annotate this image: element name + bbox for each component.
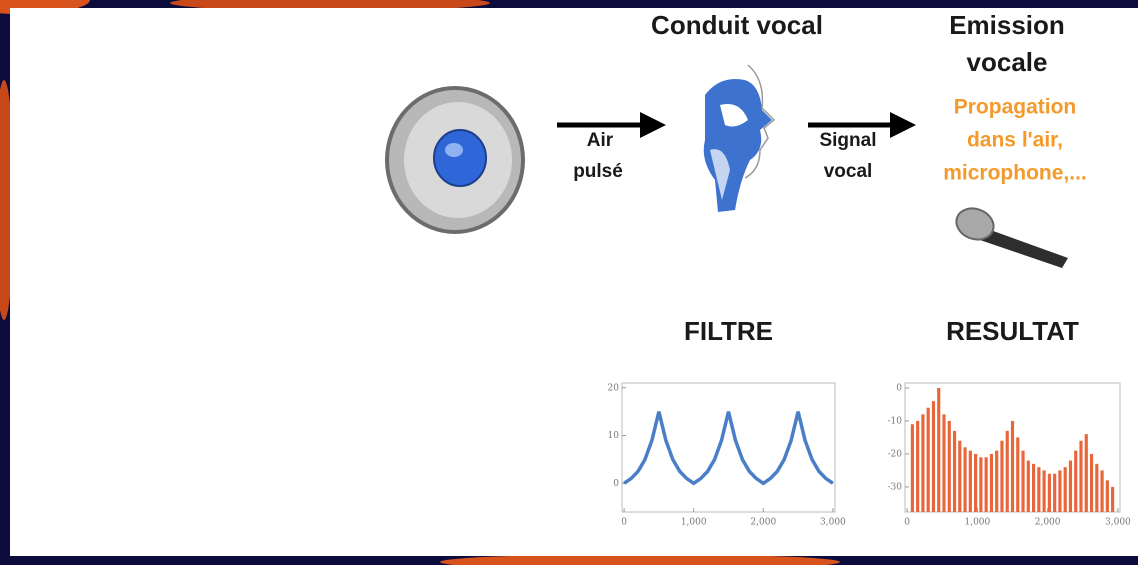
bar (1095, 463, 1099, 512)
speaker-icon (385, 86, 525, 234)
bar (952, 430, 957, 512)
bar (1074, 450, 1078, 512)
arrow-label: Air (587, 130, 614, 151)
bar (1005, 430, 1009, 512)
microphone-icon (955, 207, 1068, 268)
plot-frame (621, 382, 836, 513)
x-tick-label: 0 (904, 518, 910, 528)
bar (979, 457, 983, 512)
bar (910, 424, 914, 512)
bar (921, 414, 925, 512)
y-tick-label: 0 (613, 479, 619, 489)
note: dans l'air, (967, 129, 1063, 152)
bar (984, 457, 988, 512)
y-tick-label: -10 (888, 416, 903, 426)
vocal-tract-icon (703, 64, 776, 212)
bar (1053, 473, 1057, 512)
bar (1079, 440, 1083, 512)
x-tick-label: 0 (621, 518, 627, 528)
bar (989, 453, 994, 512)
x-tick-label: 1,000 (681, 518, 707, 528)
bar (942, 414, 946, 512)
x-tick-label: 3,000 (820, 518, 846, 528)
section-title: Conduit vocal (651, 10, 823, 40)
bar (1031, 463, 1036, 512)
bar (1016, 437, 1020, 512)
bar (1010, 420, 1015, 512)
bar (974, 453, 978, 512)
bar (916, 420, 920, 512)
bar (963, 447, 967, 512)
bar (1063, 467, 1067, 512)
bar (968, 450, 972, 512)
bar (1068, 460, 1073, 512)
y-tick-label: -20 (888, 449, 903, 459)
bar (958, 440, 962, 512)
chart-title: FILTRE (684, 316, 773, 346)
bar (1026, 460, 1030, 512)
y-tick-label: -30 (888, 482, 903, 492)
x-tick-label: 2,000 (1035, 518, 1061, 528)
bar (926, 407, 930, 512)
x-tick-label: 1,000 (964, 518, 990, 528)
y-tick-label: 20 (608, 383, 620, 393)
bar (1021, 450, 1025, 512)
y-tick-label: 10 (608, 431, 620, 441)
bar (947, 420, 951, 512)
arrow-label: vocal (824, 161, 873, 182)
bar (1089, 453, 1094, 512)
bar (995, 450, 999, 512)
section-title: vocale (967, 47, 1048, 77)
bar (931, 401, 936, 512)
arrow-label: pulsé (573, 161, 623, 182)
bar (1047, 473, 1051, 512)
note: Propagation (954, 96, 1077, 119)
arrow-label: Signal (819, 130, 876, 151)
bar (1058, 470, 1062, 512)
curve (623, 411, 834, 486)
section-title: Emission (949, 10, 1065, 40)
bar (1084, 434, 1088, 512)
chart-title: RESULTAT (946, 316, 1079, 346)
arrow (557, 112, 666, 138)
arrow (808, 112, 916, 138)
bar (1111, 486, 1115, 512)
bar (1000, 440, 1004, 512)
bar (1042, 470, 1046, 512)
note: microphone,... (943, 162, 1087, 185)
bar (937, 387, 941, 512)
bar (1100, 470, 1104, 512)
bar (1105, 480, 1109, 512)
x-tick-label: 2,000 (750, 518, 776, 528)
y-tick-label: 0 (896, 383, 902, 393)
bar (1037, 467, 1041, 512)
x-tick-label: 3,000 (1105, 518, 1131, 528)
